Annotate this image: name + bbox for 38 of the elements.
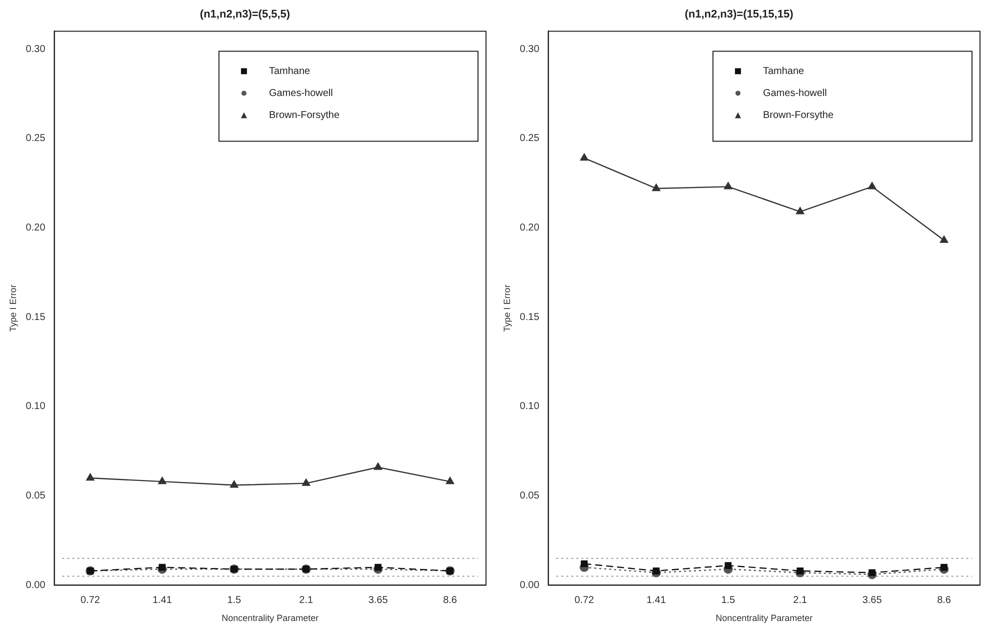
legend-label: Brown-Forsythe [762, 110, 834, 121]
legend-label: Games-howell [268, 88, 333, 99]
legend-label: Games-howell [762, 88, 827, 99]
y-tick-label: 0.05 [26, 490, 46, 502]
x-tick-label: 2.1 [793, 594, 808, 606]
x-tick-label: 3.65 [862, 594, 882, 606]
chart-title: (n1,n2,n3)=(15,15,15) [684, 8, 794, 21]
x-tick-label: 0.72 [80, 594, 100, 606]
x-tick-label: 1.41 [646, 594, 666, 606]
y-tick-label: 0.15 [26, 312, 46, 323]
x-axis-title: Noncentrality Parameter [222, 613, 319, 624]
y-tick-label: 0.10 [520, 401, 540, 412]
y-tick-label: 0.30 [26, 44, 46, 55]
y-tick-label: 0.20 [520, 222, 540, 234]
legend-label: Tamhane [762, 66, 805, 77]
x-tick-label: 2.1 [299, 594, 314, 606]
x-tick-label: 1.5 [721, 594, 736, 606]
y-tick-label: 0.00 [520, 580, 540, 591]
chart-title: (n1,n2,n3)=(5,5,5) [200, 8, 290, 21]
legend-label: Tamhane [268, 66, 311, 77]
x-axis-title: Noncentrality Parameter [716, 613, 813, 624]
x-tick-label: 8.6 [937, 594, 952, 606]
y-axis-title: Type I Error [502, 284, 512, 332]
y-tick-label: 0.25 [520, 133, 540, 144]
legend-label: Brown-Forsythe [268, 110, 340, 121]
x-tick-label: 3.65 [368, 594, 388, 606]
y-tick-label: 0.30 [520, 44, 540, 55]
y-tick-label: 0.25 [26, 133, 46, 144]
x-tick-label: 8.6 [443, 594, 458, 606]
x-tick-label: 1.5 [227, 594, 242, 606]
y-axis-title: Type I Error [8, 284, 18, 332]
y-tick-label: 0.05 [520, 490, 540, 502]
y-tick-label: 0.20 [26, 222, 46, 234]
y-tick-label: 0.10 [26, 401, 46, 412]
x-tick-label: 1.41 [152, 594, 172, 606]
y-tick-label: 0.00 [26, 580, 46, 591]
x-tick-label: 0.72 [574, 594, 594, 606]
y-tick-label: 0.15 [520, 312, 540, 323]
